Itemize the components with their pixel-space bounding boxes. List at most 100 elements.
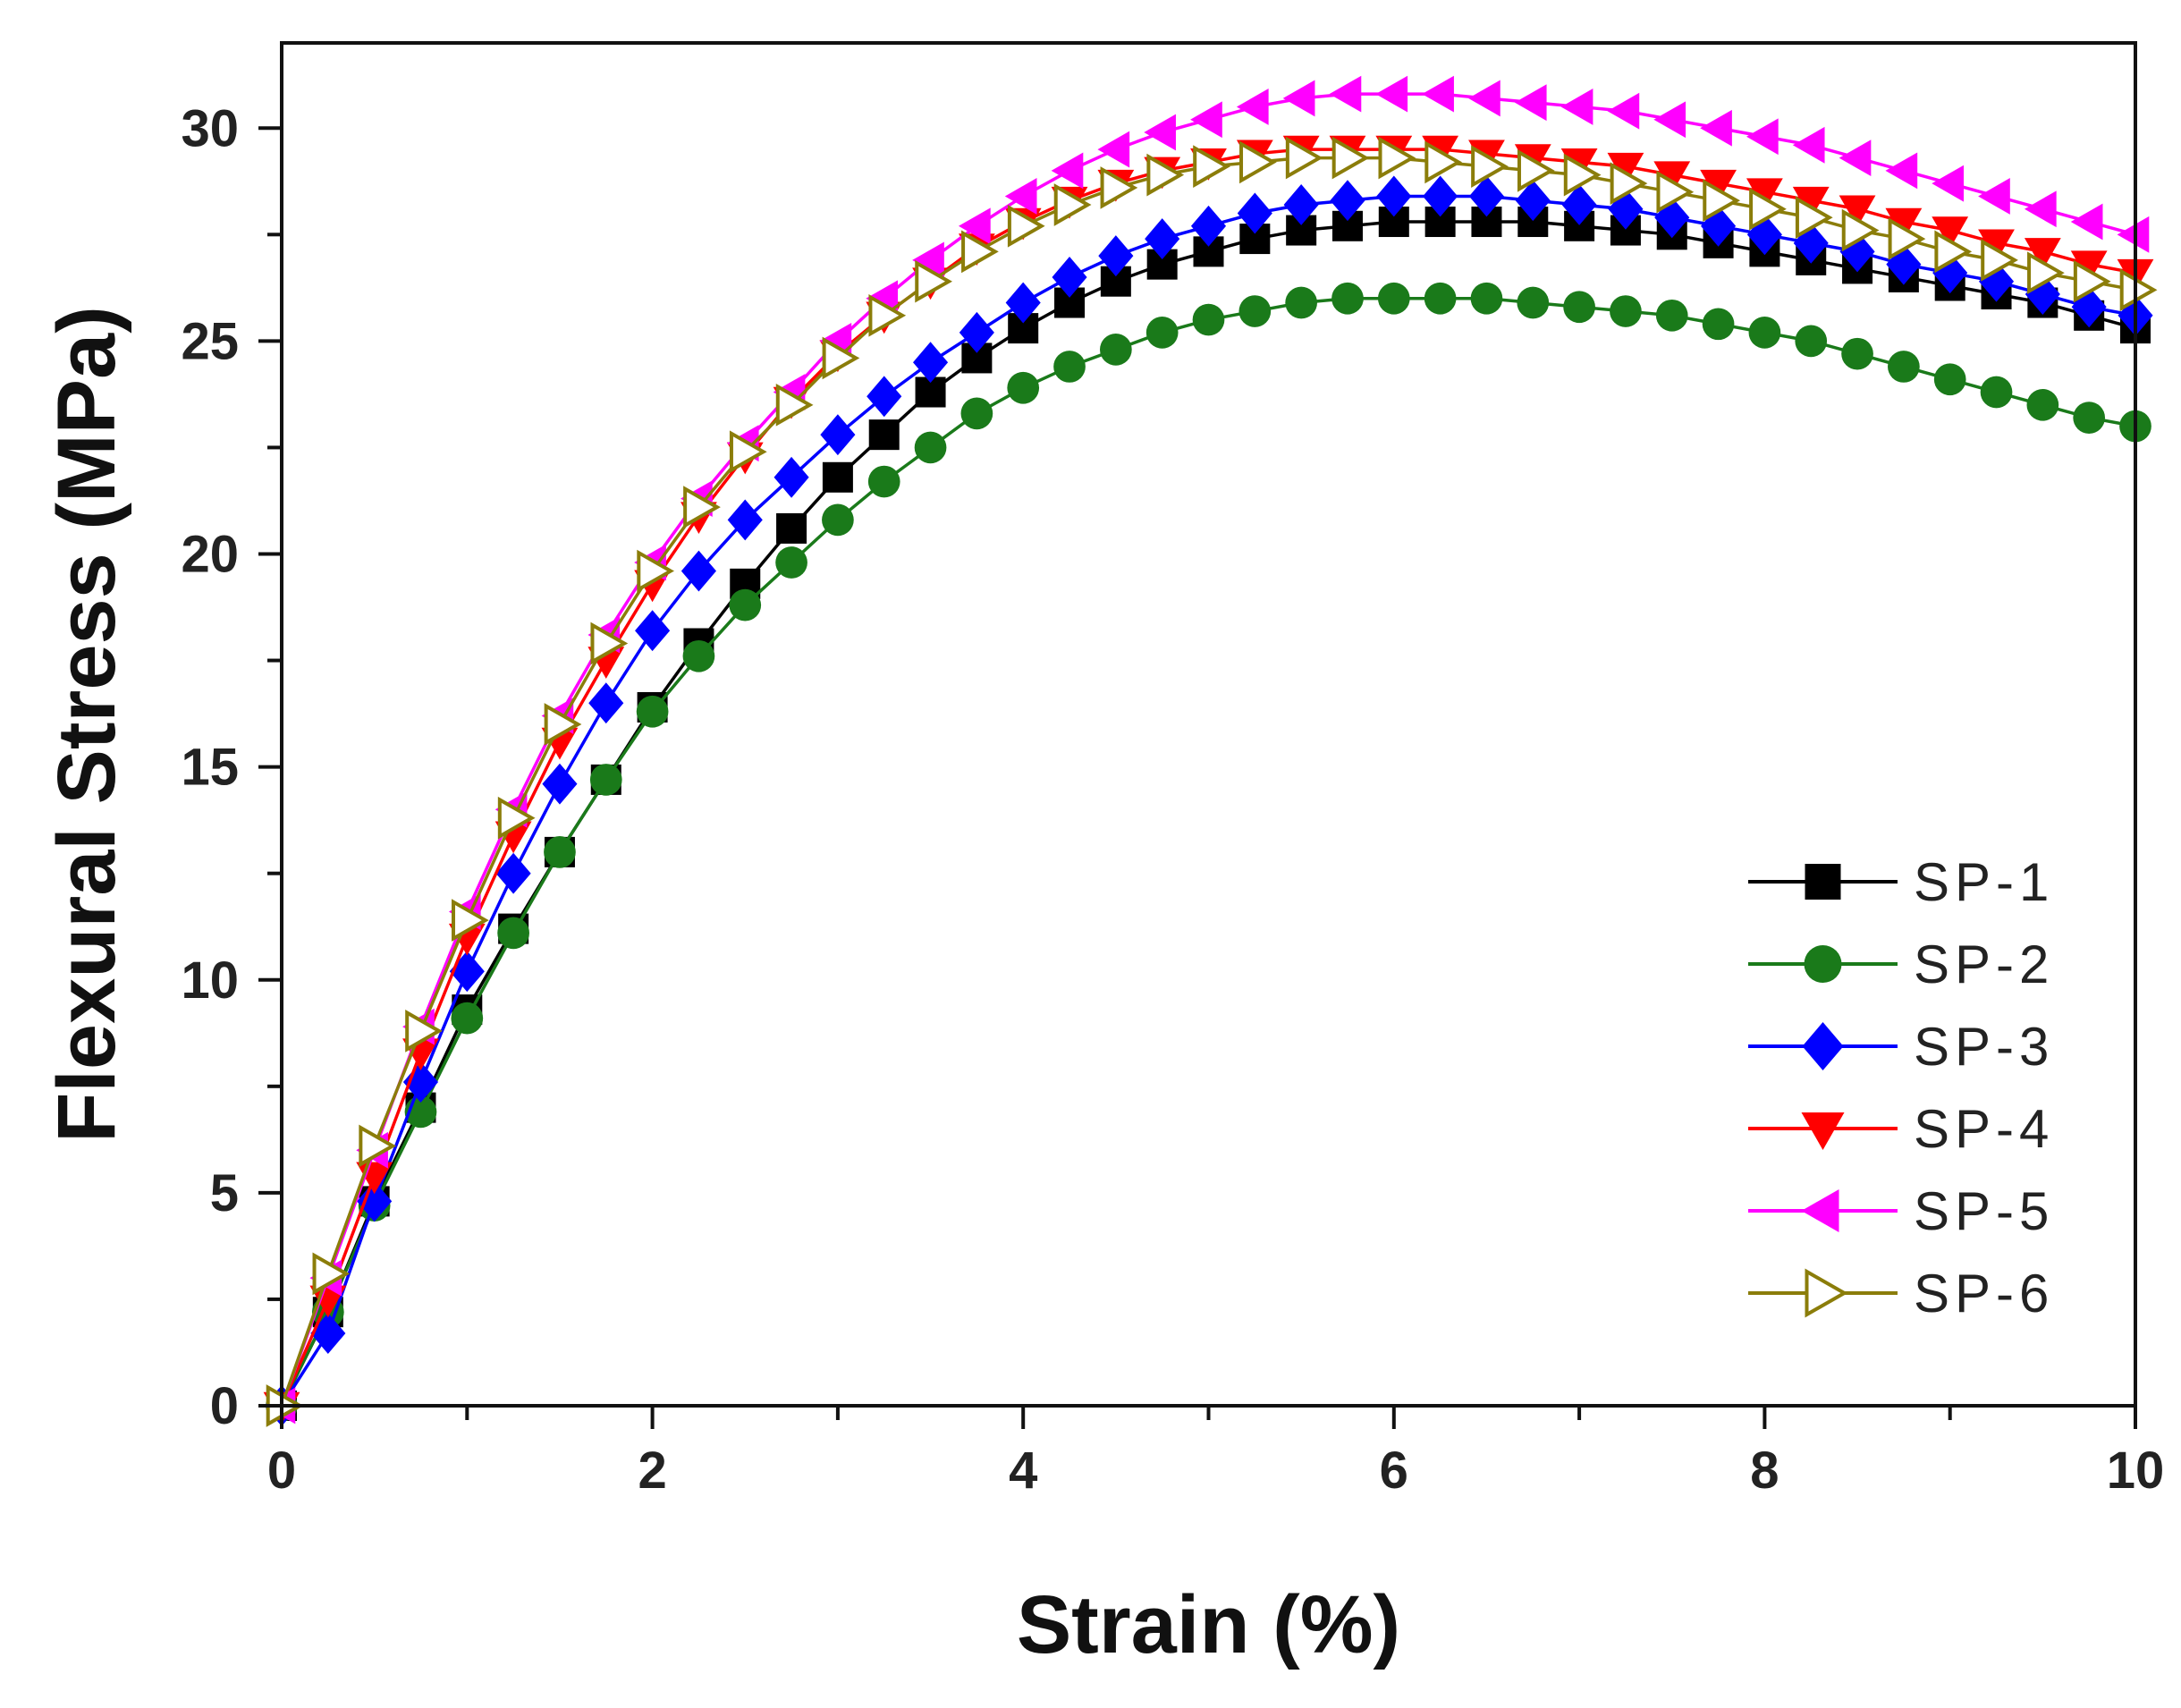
data-point	[312, 1252, 351, 1296]
x-tick-label: 8	[1750, 1442, 1779, 1500]
y-tick-label: 5	[210, 1164, 239, 1222]
data-point	[1423, 175, 1458, 217]
data-point	[1792, 126, 1825, 164]
data-point	[637, 549, 675, 593]
legend-item: SP-3	[1748, 1017, 2054, 1077]
data-point	[912, 241, 944, 279]
data-point	[775, 546, 807, 579]
legend-marker	[1801, 1112, 1845, 1150]
data-point	[867, 465, 900, 498]
legend-marker	[1804, 945, 1842, 983]
data-point	[402, 1061, 439, 1103]
data-point	[1792, 186, 1830, 219]
data-point	[1888, 351, 1920, 383]
data-point	[1053, 351, 1086, 383]
data-point	[359, 1124, 397, 1168]
data-point	[681, 550, 716, 592]
data-point	[866, 376, 902, 418]
data-point	[1145, 218, 1180, 260]
data-point	[727, 499, 763, 541]
legend-item: SP-6	[1748, 1264, 2054, 1323]
data-point	[1193, 145, 1230, 188]
data-point	[497, 796, 536, 840]
legend-label: SP-6	[1914, 1264, 2054, 1323]
data-point	[1700, 109, 1732, 147]
x-tick-label: 4	[1009, 1442, 1037, 1500]
y-tick-label: 15	[181, 739, 239, 797]
data-point	[1285, 286, 1317, 319]
data-point	[1610, 295, 1642, 327]
data-point	[1282, 80, 1315, 117]
data-point	[1424, 282, 1457, 315]
data-point	[1978, 229, 2015, 262]
data-point	[1610, 162, 1648, 206]
series-sp-1	[266, 207, 2151, 1421]
x-tick-label: 0	[267, 1442, 296, 1500]
data-point	[1795, 196, 1833, 240]
y-tick-label: 20	[181, 526, 239, 584]
data-point	[1748, 317, 1781, 349]
series-line	[280, 220, 2136, 1407]
data-point	[1885, 207, 1923, 241]
data-point	[1007, 204, 1045, 248]
y-axis: 0 5 10 15 20 25 30	[181, 99, 282, 1435]
data-point	[2071, 286, 2107, 328]
data-point	[1471, 145, 1509, 188]
data-point	[1703, 179, 1741, 223]
data-point	[1746, 118, 1779, 156]
data-point	[589, 764, 622, 796]
x-tick-label: 6	[1380, 1442, 1408, 1500]
data-point	[729, 588, 762, 621]
data-point	[1563, 153, 1602, 197]
data-point	[636, 695, 669, 728]
data-point	[588, 682, 624, 724]
data-point	[1329, 75, 1362, 113]
data-point	[2073, 259, 2111, 303]
data-point	[1005, 282, 1041, 324]
data-point	[1053, 183, 1092, 226]
data-point	[1283, 184, 1319, 225]
data-point	[776, 512, 807, 544]
data-point	[1517, 286, 1550, 319]
data-point	[544, 836, 576, 868]
data-point	[451, 1002, 484, 1035]
data-point	[2024, 190, 2057, 228]
series-sp-3	[264, 175, 2153, 1426]
x-tick-label: 10	[2107, 1442, 2165, 1500]
data-point	[1236, 89, 1269, 125]
data-point	[1978, 178, 2010, 215]
data-point	[1561, 184, 1597, 225]
data-point	[1795, 325, 1828, 358]
series-sp-2	[266, 282, 2151, 1422]
x-tick-label: 2	[638, 1442, 666, 1500]
data-point	[1841, 208, 1880, 252]
data-point	[1331, 136, 1370, 180]
data-point	[1100, 334, 1132, 366]
data-point	[1517, 149, 1555, 192]
legend-label: SP-4	[1914, 1099, 2054, 1159]
data-point	[1378, 136, 1416, 180]
legend-marker	[1805, 1268, 1848, 1318]
legend-item: SP-4	[1748, 1099, 2054, 1159]
legend-label: SP-3	[1914, 1017, 2054, 1077]
data-point	[2119, 268, 2158, 312]
data-point	[357, 1180, 393, 1222]
data-point	[1144, 114, 1176, 151]
data-point	[1330, 180, 1365, 222]
data-point	[497, 917, 529, 950]
legend-item: SP-1	[1748, 852, 2054, 912]
y-tick-label: 25	[181, 312, 239, 370]
data-point	[1934, 230, 1973, 274]
data-point	[1190, 101, 1222, 139]
data-point	[1098, 235, 1134, 277]
data-point	[1841, 337, 1873, 370]
data-point	[1377, 282, 1410, 315]
legend-label: SP-1	[1914, 852, 2054, 912]
data-point	[959, 311, 994, 353]
data-point	[542, 763, 578, 805]
x-axis: 0 2 4 6 8 10	[267, 1406, 2164, 1500]
data-point	[868, 419, 900, 451]
legend-label: SP-2	[1914, 934, 2054, 994]
data-point	[1653, 101, 1686, 139]
data-point	[544, 703, 582, 746]
